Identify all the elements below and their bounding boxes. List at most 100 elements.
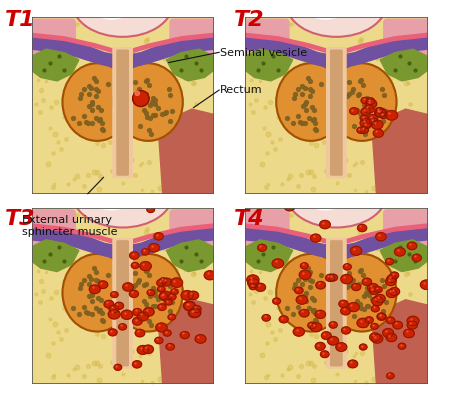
Ellipse shape	[364, 106, 374, 114]
Ellipse shape	[351, 284, 360, 291]
FancyBboxPatch shape	[242, 20, 289, 66]
Ellipse shape	[95, 2, 128, 20]
Ellipse shape	[198, 305, 208, 313]
Ellipse shape	[358, 225, 367, 232]
Ellipse shape	[184, 301, 195, 310]
Ellipse shape	[284, 203, 295, 211]
Polygon shape	[159, 110, 214, 194]
Ellipse shape	[393, 321, 403, 329]
FancyBboxPatch shape	[327, 239, 346, 368]
Ellipse shape	[375, 287, 382, 293]
Ellipse shape	[386, 317, 395, 324]
Ellipse shape	[386, 259, 394, 265]
Ellipse shape	[371, 121, 383, 130]
Ellipse shape	[133, 309, 142, 316]
Ellipse shape	[140, 262, 151, 271]
Ellipse shape	[386, 278, 396, 286]
Ellipse shape	[398, 343, 406, 349]
Ellipse shape	[371, 324, 378, 330]
Ellipse shape	[273, 298, 280, 304]
FancyBboxPatch shape	[242, 210, 289, 256]
Ellipse shape	[155, 337, 163, 344]
Ellipse shape	[309, 193, 342, 210]
Ellipse shape	[301, 263, 308, 269]
Ellipse shape	[357, 319, 369, 328]
Ellipse shape	[248, 279, 259, 288]
Ellipse shape	[89, 285, 100, 294]
Ellipse shape	[360, 127, 369, 134]
Ellipse shape	[165, 299, 172, 305]
Text: Rectum: Rectum	[220, 85, 262, 95]
Ellipse shape	[362, 279, 372, 286]
Ellipse shape	[111, 292, 118, 298]
Ellipse shape	[361, 98, 369, 105]
Ellipse shape	[115, 303, 124, 310]
Ellipse shape	[132, 361, 142, 368]
FancyBboxPatch shape	[170, 20, 217, 66]
Ellipse shape	[375, 109, 387, 118]
Polygon shape	[245, 226, 428, 260]
Ellipse shape	[109, 305, 119, 313]
Ellipse shape	[141, 249, 149, 255]
Ellipse shape	[386, 111, 398, 121]
Ellipse shape	[158, 286, 165, 292]
Ellipse shape	[63, 64, 132, 142]
FancyBboxPatch shape	[170, 210, 217, 256]
FancyBboxPatch shape	[117, 241, 128, 366]
Ellipse shape	[184, 302, 196, 311]
Ellipse shape	[420, 281, 432, 290]
Ellipse shape	[342, 327, 351, 334]
FancyBboxPatch shape	[113, 49, 132, 178]
Ellipse shape	[348, 360, 358, 368]
Ellipse shape	[256, 283, 266, 292]
Polygon shape	[373, 300, 427, 384]
Ellipse shape	[159, 278, 167, 284]
Ellipse shape	[387, 275, 396, 283]
Polygon shape	[245, 50, 292, 82]
FancyBboxPatch shape	[113, 239, 132, 368]
Ellipse shape	[369, 115, 378, 123]
Text: Seminal vesicle: Seminal vesicle	[220, 48, 307, 58]
Ellipse shape	[104, 301, 114, 308]
Ellipse shape	[371, 306, 379, 312]
Polygon shape	[32, 50, 79, 82]
Ellipse shape	[446, 223, 450, 230]
Ellipse shape	[293, 328, 304, 336]
Ellipse shape	[341, 275, 352, 284]
Ellipse shape	[407, 243, 417, 250]
Ellipse shape	[320, 351, 329, 358]
Ellipse shape	[434, 280, 443, 287]
Ellipse shape	[404, 329, 414, 338]
Ellipse shape	[310, 234, 321, 243]
Ellipse shape	[395, 248, 405, 256]
FancyBboxPatch shape	[28, 20, 75, 66]
Ellipse shape	[327, 64, 396, 142]
Ellipse shape	[166, 344, 175, 350]
Ellipse shape	[315, 343, 325, 351]
Ellipse shape	[348, 303, 359, 312]
Ellipse shape	[351, 247, 362, 256]
Ellipse shape	[262, 315, 270, 321]
Ellipse shape	[377, 313, 386, 321]
Ellipse shape	[203, 331, 215, 340]
Ellipse shape	[407, 317, 419, 326]
Ellipse shape	[137, 312, 148, 321]
Ellipse shape	[299, 270, 311, 280]
Ellipse shape	[143, 345, 153, 354]
Ellipse shape	[279, 316, 288, 323]
Ellipse shape	[195, 335, 206, 344]
Ellipse shape	[188, 308, 200, 318]
Polygon shape	[166, 240, 214, 272]
Polygon shape	[32, 34, 214, 57]
Ellipse shape	[114, 364, 122, 371]
Ellipse shape	[108, 329, 117, 336]
Polygon shape	[380, 50, 428, 82]
Polygon shape	[245, 240, 292, 272]
Polygon shape	[32, 226, 214, 260]
FancyBboxPatch shape	[384, 20, 431, 66]
Ellipse shape	[369, 119, 378, 126]
Ellipse shape	[375, 295, 385, 303]
Ellipse shape	[320, 221, 330, 229]
Ellipse shape	[171, 289, 178, 295]
Ellipse shape	[137, 346, 148, 355]
